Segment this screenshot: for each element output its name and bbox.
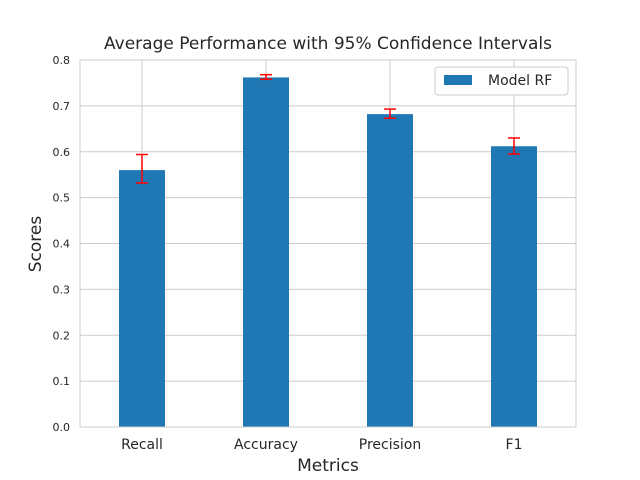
y-tick-label: 0.2 xyxy=(53,329,71,342)
y-tick-labels: 0.0 0.1 0.2 0.3 0.4 0.5 0.6 0.7 0.8 xyxy=(53,54,71,434)
y-tick-label: 0.1 xyxy=(53,375,71,388)
legend-swatch xyxy=(444,75,472,85)
x-tick-label: Precision xyxy=(359,437,421,453)
x-tick-labels: Recall Accuracy Precision F1 xyxy=(121,437,522,453)
legend-label: Model RF xyxy=(488,73,552,89)
bar-recall xyxy=(119,170,165,427)
y-tick-label: 0.6 xyxy=(53,146,71,159)
x-axis-label: Metrics xyxy=(297,456,359,476)
y-tick-label: 0.5 xyxy=(53,192,71,205)
y-tick-label: 0.0 xyxy=(53,421,71,434)
bar-precision xyxy=(367,114,413,427)
x-tick-label: Accuracy xyxy=(234,437,298,453)
x-tick-label: F1 xyxy=(506,437,523,453)
y-tick-label: 0.7 xyxy=(53,100,71,113)
bar-f1 xyxy=(491,146,537,427)
bars-layer xyxy=(119,77,537,428)
y-tick-label: 0.3 xyxy=(53,283,71,296)
legend: Model RF xyxy=(434,66,569,96)
x-tick-label: Recall xyxy=(121,437,163,453)
bar-accuracy xyxy=(243,77,289,428)
plot-frame xyxy=(79,59,577,428)
y-axis-label: Scores xyxy=(26,216,46,273)
y-tick-label: 0.4 xyxy=(53,238,71,251)
chart-title: Average Performance with 95% Confidence … xyxy=(104,34,552,54)
y-tick-label: 0.8 xyxy=(53,54,71,67)
legend-box xyxy=(434,66,569,96)
error-bars-layer xyxy=(136,73,520,184)
